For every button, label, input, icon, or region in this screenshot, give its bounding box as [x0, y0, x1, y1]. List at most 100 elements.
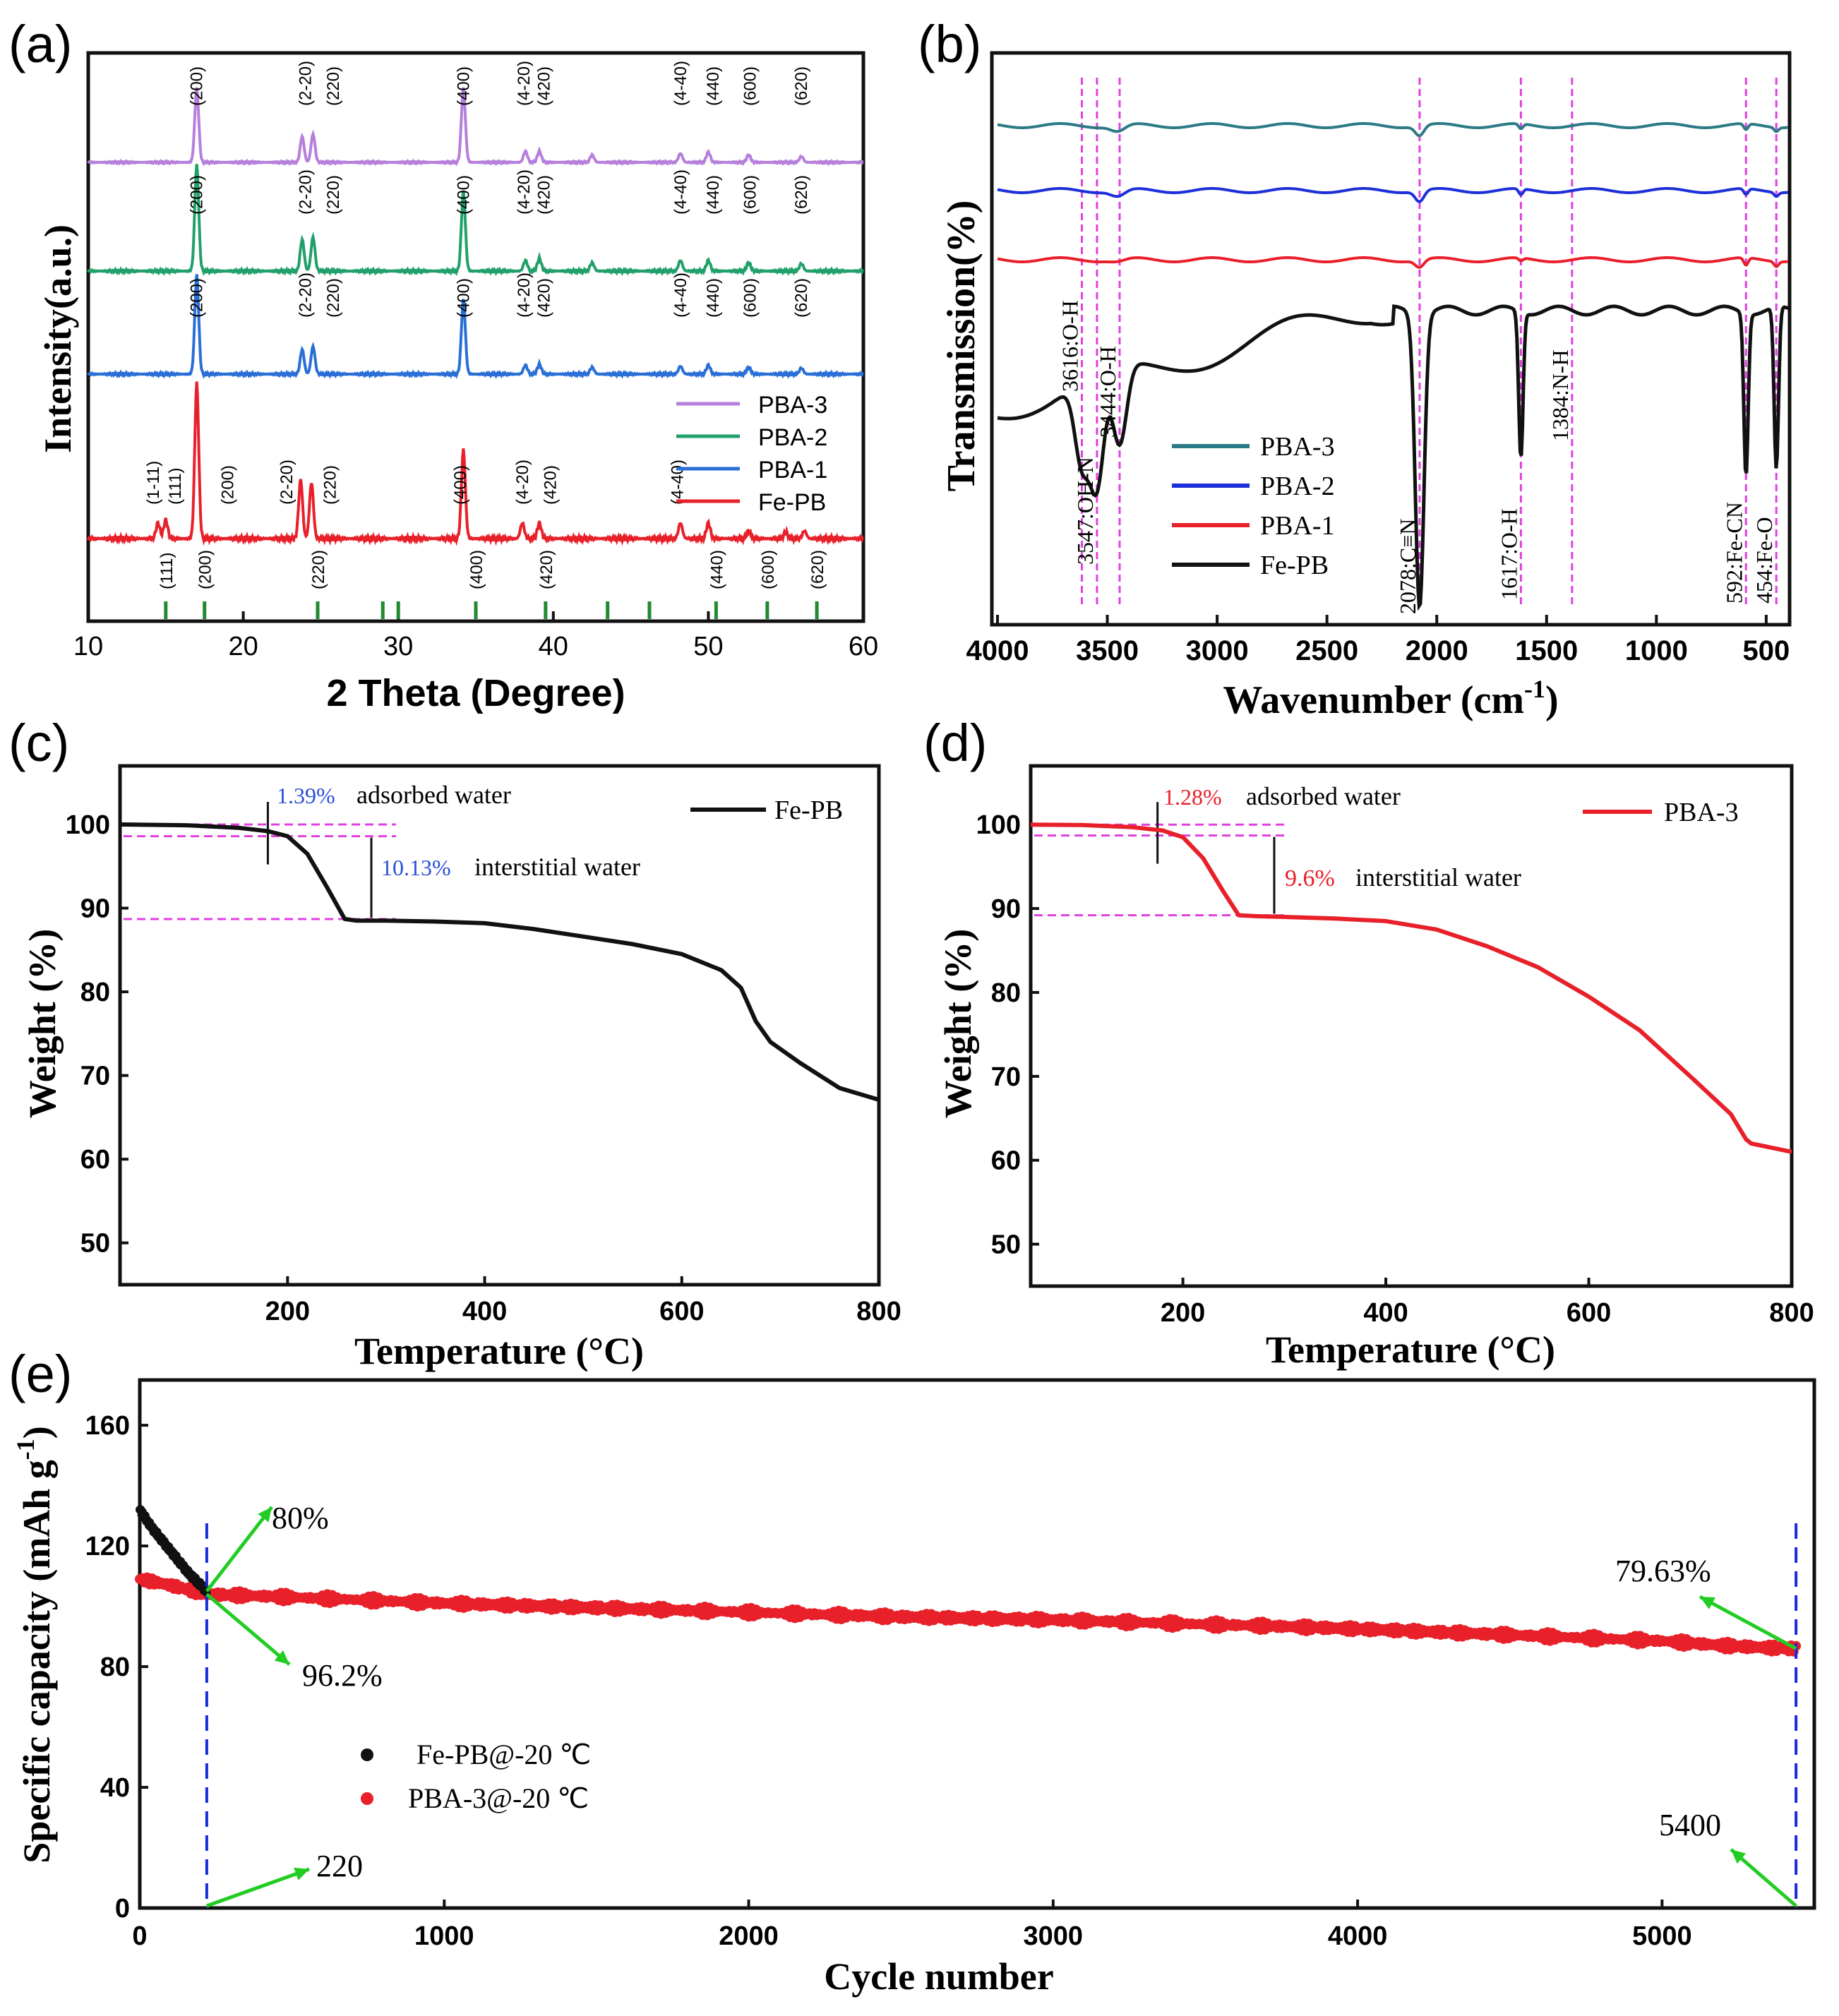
panel-e-x-axis-label: Cycle number: [824, 1955, 1053, 1998]
panel-a-peak-label: (1-11): [144, 461, 163, 505]
panel-a-reference-label: (440): [707, 550, 726, 589]
panel-c-interstitial-value: 10.13%: [381, 855, 451, 880]
panel-c-y-tick-label: 80: [80, 978, 110, 1007]
panel-a-reference-label: (200): [196, 550, 215, 589]
panel-b-band-label: 1384:N-H: [1547, 349, 1573, 441]
panel-b-series-line-pba-3: [997, 122, 1789, 138]
panel-e-plot-area: 0 1000 2000 3000 4000 5000 0 40 80 120 160: [85, 1411, 1802, 1951]
panel-a-peak-label: (111): [166, 468, 185, 505]
panel-d-adsorbed-text: adsorbed water: [1246, 782, 1401, 810]
panel-d-y-tick-label: 100: [976, 810, 1021, 840]
panel-d-x-tick-label: 400: [1363, 1298, 1408, 1328]
panel-a-peak-label: (620): [792, 278, 811, 318]
panel-e-y-label-sup: -1: [11, 1439, 40, 1460]
panel-d-interstitial-value: 9.6%: [1285, 865, 1335, 892]
panel-a-reference-label: (220): [309, 550, 328, 589]
panel-b-x-label-close: ): [1545, 678, 1559, 722]
panel-c-x-tick-label: 600: [659, 1297, 704, 1326]
panel-e-y-tick-label: 0: [115, 1894, 130, 1924]
panel-c-y-tick-label: 100: [66, 810, 110, 840]
legend-label-tga-pba3: PBA-3: [1664, 798, 1739, 827]
panel-b-plot-area: 4000 3500 3000 2500 2000 1500 1000 500 3616:O-H 3…: [966, 78, 1790, 666]
legend-label-ftir-pba3: PBA-3: [1260, 432, 1335, 462]
panel-a-peak-label: (600): [741, 278, 760, 318]
panel-e-green-arrow: [1699, 1595, 1797, 1650]
panel-a-peak-label: (420): [541, 465, 560, 505]
legend-label-pba1: PBA-1: [758, 457, 827, 484]
panel-c-adsorbed-text: adsorbed water: [357, 781, 511, 809]
panel-a-series-line-fe-pb: [87, 381, 864, 546]
panel-a-peak-label: (620): [792, 175, 811, 215]
panel-a-peak-label: (200): [219, 465, 238, 505]
panel-a-peak-label: (2-20): [296, 272, 315, 318]
panel-a-x-axis-label: 2 Theta (Degree): [326, 672, 625, 714]
panel-c-plot-area: 200 400 600 800 50 60 70 80 90 100: [66, 801, 901, 1326]
panel-e-x-tick-label: 2000: [719, 1921, 779, 1951]
panel-a-label: (a): [8, 15, 72, 73]
panel-a-peak-label: (620): [792, 66, 811, 106]
panel-e-green-arrow: [205, 1506, 273, 1592]
panel-a-peak-label: (400): [454, 278, 473, 318]
panel-c: (c) 200 400 600 800 50 60 70 80 90 100 Fe-PB 1.39…: [8, 714, 901, 1372]
panel-a-peak-label: (4-20): [513, 460, 532, 505]
panel-b-band-label: 2078:C≡N: [1395, 519, 1420, 614]
panel-e-green-arrowhead: [294, 1867, 309, 1880]
panel-e-green-arrow: [205, 1592, 291, 1666]
panel-b-x-tick-label: 1500: [1515, 635, 1578, 666]
panel-d-x-tick-label: 600: [1567, 1298, 1611, 1328]
panel-a-peak-label: (4-40): [671, 169, 690, 215]
panel-d-y-tick-label: 60: [991, 1146, 1021, 1176]
panel-a-peak-label: (4-20): [515, 61, 534, 106]
panel-a-reference-label: (420): [537, 550, 556, 589]
panel-b-x-label-main: Wavenumber (cm: [1223, 678, 1524, 722]
panel-a-peak-label: (400): [454, 66, 473, 106]
panel-e-y-label-close: ): [16, 1426, 58, 1439]
panel-e-frame: [138, 1378, 1816, 1910]
panel-e-x-tick-label: 5000: [1632, 1921, 1692, 1951]
panel-d-adsorbed-value: 1.28%: [1163, 784, 1222, 810]
panel-e-label-80pct: 80%: [272, 1501, 329, 1535]
legend-label-ftir-fepb: Fe-PB: [1260, 551, 1329, 580]
panel-e-y-tick-label: 40: [100, 1773, 130, 1803]
panel-b-series-line-fe-pb: [997, 304, 1789, 611]
panel-d: (d) 200 400 600 800 50 60 70 80 90 100 PBA-3 1.28…: [923, 714, 1814, 1371]
legend-label-fepb: Fe-PB: [758, 489, 826, 516]
panel-c-adsorbed-value: 1.39%: [277, 783, 335, 808]
panel-a-reference-label: (111): [157, 553, 176, 589]
legend-marker-fepb-cycle: [361, 1748, 373, 1761]
panel-e-y-tick-label: 160: [85, 1411, 130, 1441]
panel-a-peak-label: (220): [321, 465, 340, 505]
panel-b-band-label: 3547:OH-N: [1072, 457, 1098, 565]
panel-a-peak-label: (220): [324, 175, 343, 215]
panel-c-x-tick-label: 400: [462, 1297, 507, 1326]
panel-c-y-tick-label: 50: [80, 1229, 110, 1259]
panel-b-x-tick-label: 2500: [1295, 635, 1358, 666]
panel-b-legend: PBA-3 PBA-2 PBA-1 Fe-PB: [1172, 432, 1335, 580]
panel-b-frame: [990, 51, 1792, 627]
panel-e-label: (e): [8, 1345, 72, 1403]
panel-b-band-label: 3616:O-H: [1057, 300, 1082, 392]
panel-a-series-line-pba-1: [87, 274, 864, 380]
panel-a-peak-label: (400): [451, 465, 470, 505]
panel-a-peak-label: (4-20): [515, 169, 534, 215]
panel-e-y-axis-label: Specific capacity (mAh g-1): [11, 1426, 58, 1863]
panel-a-x-tick-label: 40: [539, 632, 568, 661]
panel-b-x-tick-label: 4000: [966, 635, 1029, 666]
panel-a-peak-label: (220): [324, 278, 343, 318]
panel-a-reference-label: (600): [759, 550, 778, 589]
panel-e-y-label-main: Specific capacity (mAh g: [16, 1460, 58, 1863]
panel-c-y-axis-label: Weight (%): [21, 929, 64, 1118]
panel-e-label-96pct: 96.2%: [302, 1658, 383, 1693]
panel-e-y-tick-label: 80: [100, 1652, 130, 1682]
panel-a-x-tick-label: 20: [228, 632, 258, 661]
panel-a-peak-label: (440): [704, 66, 723, 106]
panel-c-interstitial-text: interstitial water: [474, 853, 640, 881]
legend-label-pba3: PBA-3: [758, 392, 827, 419]
panel-b-x-tick-label: 3000: [1186, 635, 1249, 666]
panel-b-x-tick-label: 500: [1743, 635, 1790, 666]
panel-b-y-axis-label: Transmission(%): [940, 200, 983, 492]
panel-e-green-arrowhead: [1700, 1597, 1715, 1609]
panel-a-reference-label: (620): [808, 550, 827, 589]
panel-a-series-line-pba-3: [87, 87, 864, 167]
